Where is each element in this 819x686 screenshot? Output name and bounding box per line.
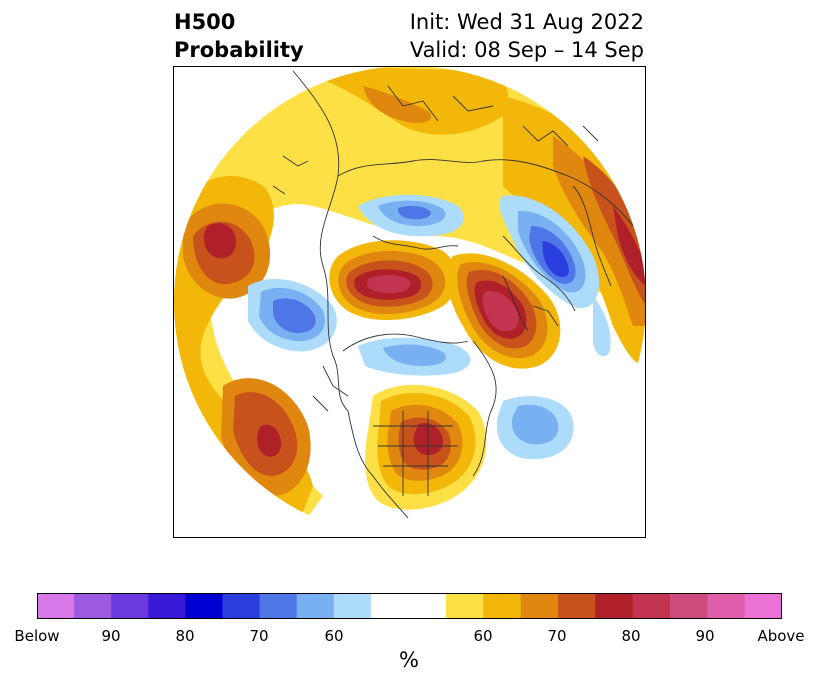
colorbar-tick-label: 70: [249, 627, 269, 645]
colorbar-segment: [333, 593, 372, 619]
colorbar-segment: [558, 593, 596, 619]
title-type: Probability: [174, 38, 304, 62]
colorbar-segment: [446, 593, 484, 619]
title-variable: H500: [174, 10, 236, 34]
colorbar-segment: [222, 593, 261, 619]
colorbar-segment: [259, 593, 298, 619]
colorbar-segment: [520, 593, 559, 619]
probability-map: [173, 66, 646, 538]
colorbar-segment: [111, 593, 149, 619]
colorbar-segment: [74, 593, 112, 619]
colorbar-segment: [744, 593, 782, 619]
map-title-left: H500 Probability: [174, 8, 304, 64]
colorbar-tick-label: 90: [101, 627, 121, 645]
colorbar-segment: [37, 593, 75, 619]
colorbar-segment: [185, 593, 223, 619]
colorbar-tick-label: 80: [175, 627, 195, 645]
colorbar-border: [37, 593, 782, 619]
colorbar-tick-label: 90: [695, 627, 715, 645]
map-title-right: Init: Wed 31 Aug 2022 Valid: 08 Sep – 14…: [410, 8, 644, 64]
colorbar-segment: [670, 593, 708, 619]
colorbar-tick-label: Above: [757, 627, 805, 645]
colorbar-tick-label: 80: [621, 627, 641, 645]
colorbar: [37, 593, 782, 619]
colorbar-segment: [707, 593, 746, 619]
colorbar-segment: [632, 593, 671, 619]
title-valid-range: Valid: 08 Sep – 14 Sep: [409, 38, 644, 62]
colorbar-tick-label: Below: [14, 627, 60, 645]
colorbar-segment: [296, 593, 335, 619]
colorbar-segment: [595, 593, 634, 619]
colorbar-tick-label: 70: [547, 627, 567, 645]
colorbar-segment: [148, 593, 186, 619]
colorbar-tick-label: 60: [473, 627, 493, 645]
colorbar-tick-label: 60: [324, 627, 344, 645]
colorbar-unit-label: %: [399, 648, 419, 672]
title-init-date: Init: Wed 31 Aug 2022: [409, 10, 644, 34]
colorbar-segment: [370, 593, 447, 619]
coastlines: [272, 70, 634, 519]
colorbar-segment: [483, 593, 522, 619]
